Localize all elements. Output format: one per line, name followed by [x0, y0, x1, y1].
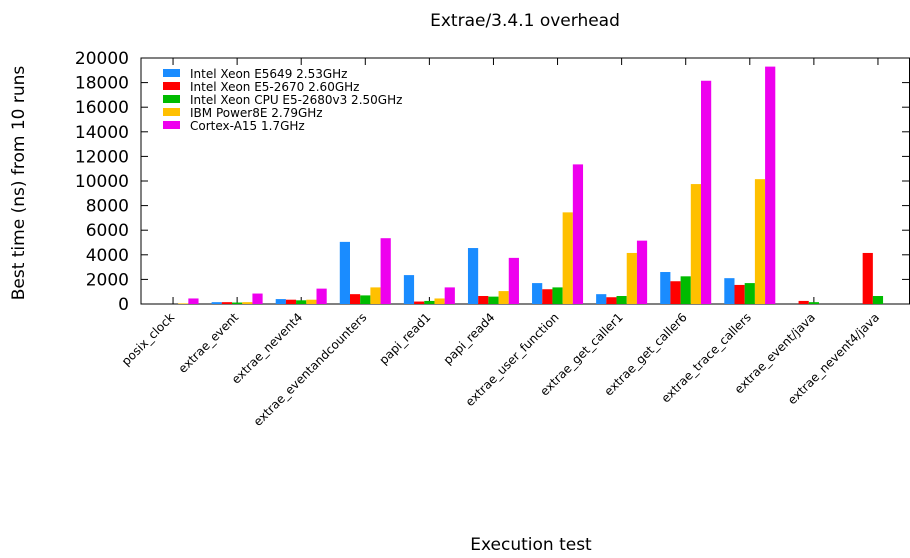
bar	[765, 67, 775, 304]
bar	[178, 303, 188, 304]
bar	[222, 302, 232, 304]
y-tick-label: 10000	[75, 172, 129, 192]
bar	[232, 303, 242, 304]
bar	[276, 299, 286, 304]
y-tick-label: 6000	[86, 221, 129, 241]
bar	[552, 287, 562, 304]
y-tick-label: 2000	[86, 270, 129, 290]
bar	[306, 300, 316, 304]
y-axis-label: Best time (ns) from 10 runs	[9, 66, 29, 301]
bar	[478, 296, 488, 304]
bar	[468, 248, 478, 304]
bar	[670, 281, 680, 304]
bar	[242, 302, 252, 304]
bar	[381, 238, 391, 304]
bar	[424, 301, 434, 304]
chart-title: Extrae/3.4.1 overhead	[430, 11, 620, 31]
bar	[296, 300, 306, 304]
bar	[627, 253, 637, 304]
bar	[404, 275, 414, 304]
bar	[286, 300, 296, 304]
y-tick-label: 12000	[75, 147, 129, 167]
legend-label: IBM Power8E 2.79GHz	[190, 106, 323, 120]
bar	[681, 276, 691, 304]
bar	[252, 294, 262, 304]
bar	[873, 296, 883, 304]
bar	[691, 184, 701, 304]
bar	[488, 297, 498, 304]
bar	[434, 298, 444, 304]
bar	[596, 294, 606, 304]
legend-swatch	[163, 82, 180, 90]
x-tick-labels: posix_clockextrae_eventextrae_nevent4ext…	[119, 310, 882, 429]
bar	[809, 302, 819, 304]
bar	[509, 258, 519, 304]
x-tick-label: posix_clock	[119, 310, 177, 368]
y-tick-label: 8000	[86, 197, 129, 217]
bar	[637, 241, 647, 304]
bar	[414, 302, 424, 304]
legend-label: Intel Xeon E5649 2.53GHz	[190, 67, 347, 81]
bar	[370, 287, 380, 304]
x-axis-label: Execution test	[470, 535, 592, 553]
y-tick-label: 14000	[75, 123, 129, 143]
bar	[701, 81, 711, 304]
legend-label: Cortex-A15 1.7GHz	[190, 119, 305, 133]
bar	[188, 298, 198, 304]
bar	[532, 283, 542, 304]
bar	[755, 179, 765, 304]
bar	[734, 285, 744, 304]
legend-swatch	[163, 69, 180, 77]
bar	[499, 291, 509, 304]
bar	[445, 287, 455, 304]
bar	[617, 296, 627, 304]
bar	[724, 278, 734, 304]
bar	[212, 302, 222, 304]
y-tick-label: 16000	[75, 98, 129, 118]
legend-label: Intel Xeon E5-2670 2.60GHz	[190, 80, 359, 94]
y-tick-label: 0	[118, 295, 129, 315]
bar	[573, 164, 583, 304]
legend-swatch	[163, 108, 180, 116]
bar	[863, 253, 873, 304]
x-tick-label: extrae_eventandcounters	[251, 310, 370, 429]
bar	[563, 212, 573, 304]
legend-label: Intel Xeon CPU E5-2680v3 2.50GHz	[190, 93, 402, 107]
x-tick-label: papi_read4	[441, 310, 498, 367]
y-tick-label: 20000	[75, 49, 129, 69]
bar	[542, 289, 552, 304]
bar	[360, 295, 370, 304]
bar	[606, 297, 616, 304]
bar	[660, 272, 670, 304]
x-tick-label: papi_read1	[377, 310, 434, 367]
x-tick-label: extrae_event	[176, 310, 242, 376]
bar	[799, 301, 809, 304]
legend-swatch	[163, 95, 180, 103]
y-tick-labels: 0 2000 4000 6000 8000 10000 12000 14000 16000 180…	[75, 49, 129, 315]
legend-swatch	[163, 121, 180, 129]
y-tick-label: 4000	[86, 246, 129, 266]
bar	[317, 289, 327, 304]
bar	[340, 242, 350, 304]
y-tick-label: 18000	[75, 74, 129, 94]
bar	[350, 294, 360, 304]
bar	[745, 283, 755, 304]
